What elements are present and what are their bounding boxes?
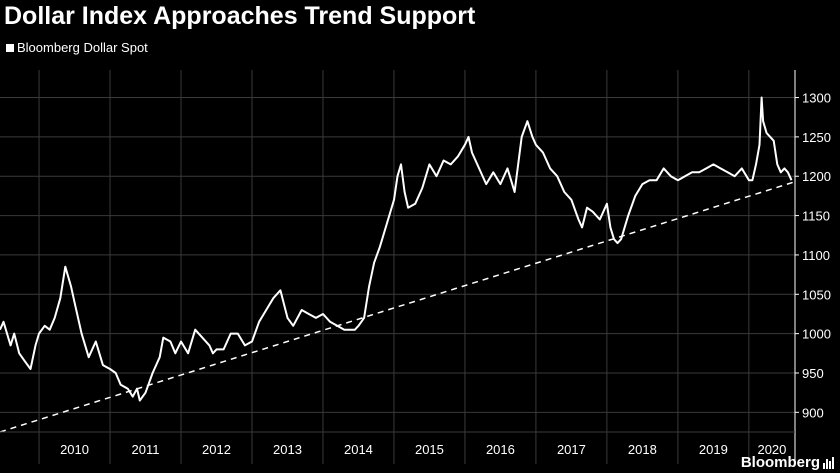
x-tick-label: 2016 [486, 442, 515, 457]
x-tick-label: 2012 [202, 442, 231, 457]
y-tick-label: 1050 [802, 287, 831, 302]
x-tick-label: 2013 [273, 442, 302, 457]
x-tick-label: 2020 [757, 442, 786, 457]
legend: Bloomberg Dollar Spot [6, 40, 148, 55]
x-tick-label: 2019 [699, 442, 728, 457]
x-tick-label: 2015 [415, 442, 444, 457]
y-axis: 900 950 1000 1050 1100 1150 1200 1250 1300 [794, 70, 831, 464]
bar-chart-icon [823, 456, 834, 469]
y-tick-label: 1100 [802, 248, 830, 263]
x-axis: 2010 2011 2012 2013 2014 2015 2016 2017 2018 2019… [0, 431, 795, 457]
x-tick-label: 2011 [132, 442, 160, 457]
y-tick-label: 1000 [802, 327, 831, 342]
brand-name: Bloomberg [740, 454, 820, 471]
legend-swatch [6, 43, 14, 52]
y-tick-label: 900 [802, 405, 824, 420]
x-tick-label: 2018 [628, 442, 657, 457]
x-tick-label: 2017 [557, 442, 586, 457]
legend-label: Bloomberg Dollar Spot [17, 40, 148, 55]
x-tick-label: 2014 [344, 442, 373, 457]
y-tick-label: 1150 [802, 209, 830, 224]
series-layer [0, 96, 796, 433]
y-tick-label: 1250 [802, 130, 831, 145]
series-line [0, 96, 793, 402]
y-tick-label: 950 [802, 366, 824, 381]
chart-title: Dollar Index Approaches Trend Support [4, 2, 476, 30]
x-tick-label: 2010 [60, 442, 89, 457]
y-tick-label: 1200 [802, 169, 831, 184]
y-tick-label: 1300 [802, 91, 831, 106]
trend-line [0, 180, 796, 433]
grid [0, 70, 795, 464]
bloomberg-logo: Bloomberg [741, 454, 834, 471]
